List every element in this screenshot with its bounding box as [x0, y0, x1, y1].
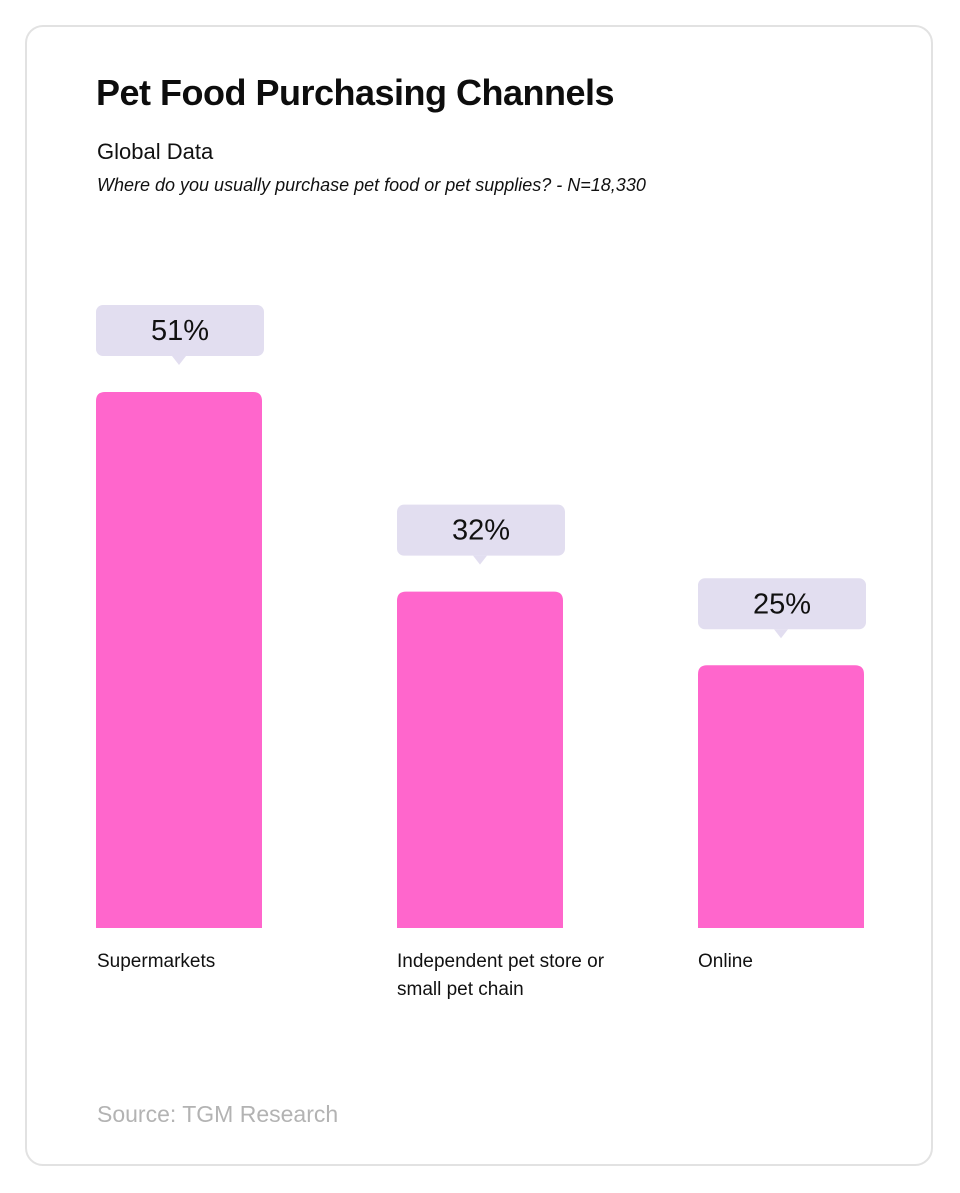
value-callout-supermarkets — [96, 305, 264, 356]
value-callout-pointer — [473, 555, 487, 565]
source-note: Source: TGM Research — [97, 1101, 339, 1127]
bar-supermarkets — [96, 392, 262, 928]
value-callout-pointer — [172, 356, 186, 365]
value-callout-independent-pet-store — [397, 504, 565, 556]
value-label-online: 25% — [753, 588, 811, 620]
bar-online — [698, 665, 864, 928]
survey-question: Where do you usually purchase pet food o… — [97, 175, 646, 195]
category-label-independent-pet-store: Independent pet store or small pet chain — [397, 951, 605, 1000]
category-label-online: Online — [698, 951, 753, 972]
bar-independent-pet-store — [397, 591, 563, 928]
value-callout-online — [698, 578, 866, 630]
chart-subtitle: Global Data — [97, 139, 214, 164]
chart-title: Pet Food Purchasing Channels — [96, 72, 615, 113]
category-label-supermarkets: Supermarkets — [97, 951, 216, 972]
value-label-independent-pet-store: 32% — [452, 515, 510, 547]
value-label-supermarkets: 51% — [151, 315, 209, 347]
value-callout-pointer — [774, 629, 788, 639]
